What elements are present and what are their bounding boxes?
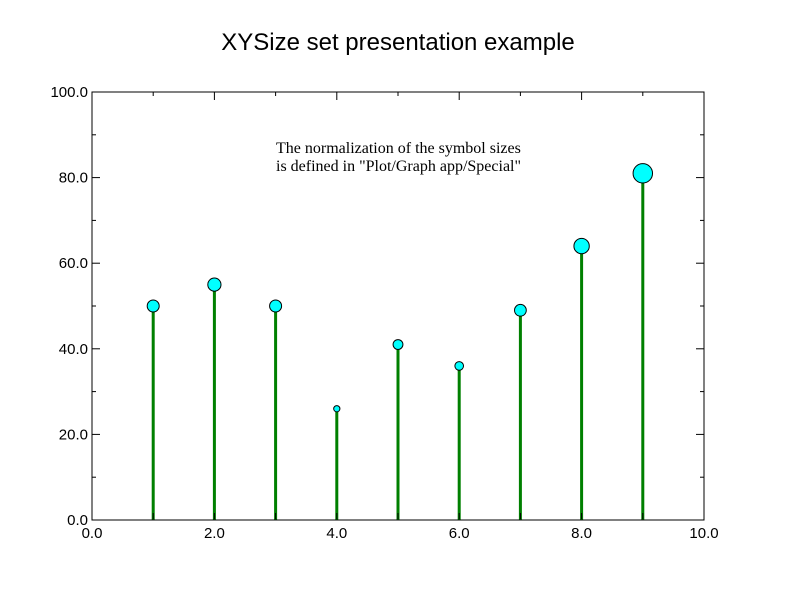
chart-title: XYSize set presentation example [221,29,575,56]
y-tick-label: 80.0 [59,170,88,187]
y-tick-label: 20.0 [59,426,88,443]
plot-frame [91,91,705,521]
y-tick-label: 0.0 [67,512,88,529]
data-point [146,299,160,313]
y-tick-labels: 0.0 20.0 40.0 60.0 80.0 100.0 [50,84,88,529]
data-point [333,405,341,413]
data-point [573,237,590,255]
x-tick-label: 0.0 [82,525,103,542]
annotation-line-2: is defined in "Plot/Graph app/Special" [276,158,521,175]
x-tick-label: 4.0 [326,525,347,542]
data-point [269,299,283,313]
y-tick-label: 60.0 [59,255,88,272]
y-tick-label: 100.0 [50,84,88,101]
x-tick-label: 6.0 [449,525,470,542]
y-tick-label: 40.0 [59,341,88,358]
data-point [392,339,404,350]
x-tick-label: 2.0 [204,525,225,542]
markers [146,163,654,413]
data-point [454,361,465,371]
drop-lines [151,173,645,520]
data-point [514,303,527,317]
annotation: The normalization of the symbol sizes is… [276,140,525,175]
x-tick-label: 8.0 [571,525,592,542]
annotation-line-1: The normalization of the symbol sizes [276,140,521,157]
x-tick-labels: 0.0 2.0 4.0 6.0 8.0 10.0 [82,525,719,542]
data-point [632,163,654,184]
x-tick-label: 10.0 [689,525,718,542]
data-point [207,277,222,292]
